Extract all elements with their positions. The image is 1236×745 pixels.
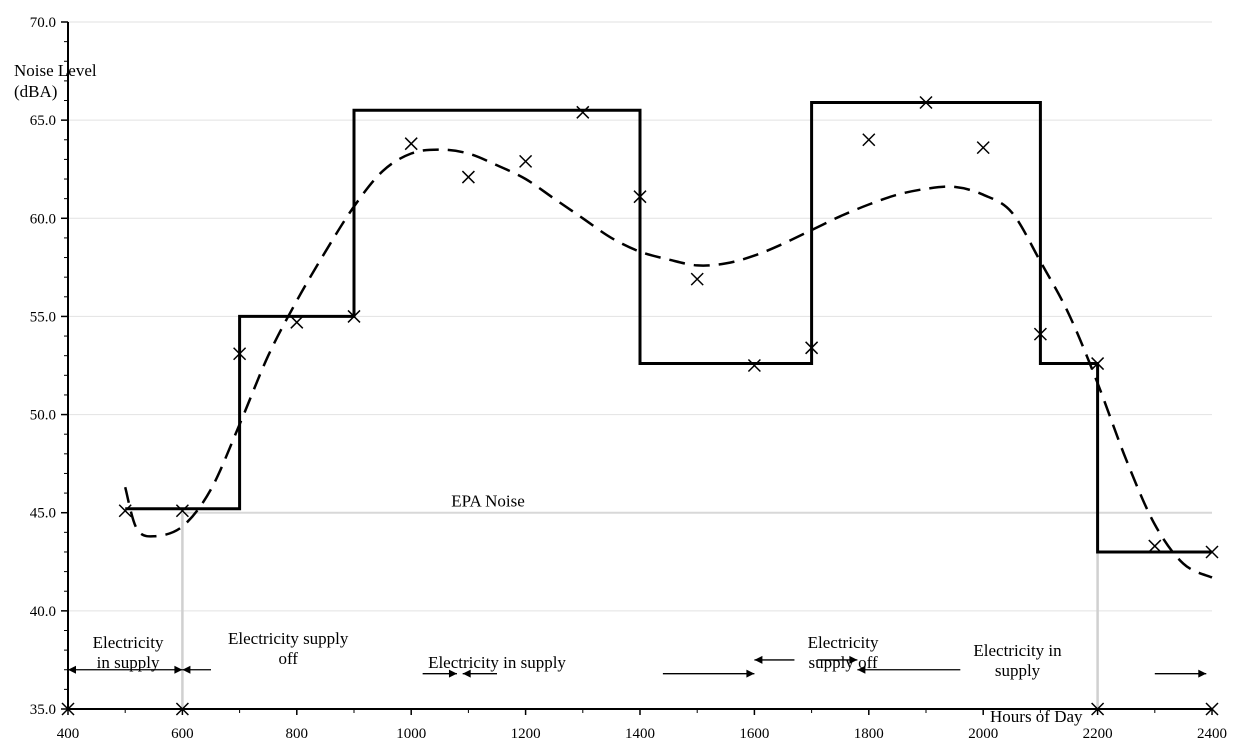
data-point: [175, 504, 189, 518]
axis-ticks: 35.0 40.0 45.0 50.0 55.0 60.0 65.0 70.0 400 600 80…: [30, 15, 1227, 742]
data-point: [1091, 357, 1105, 371]
data-point: [690, 272, 704, 286]
arrow-head: [1198, 669, 1207, 678]
arrow-head: [462, 669, 471, 678]
arrow-head: [68, 665, 76, 674]
y-axis-label-line-1: Noise Level: [14, 61, 97, 80]
data-point: [461, 170, 475, 184]
y-tick-label: 55.0: [30, 309, 56, 325]
data-point: [633, 190, 647, 204]
x-axis-label: Hours of Day: [990, 707, 1083, 726]
data-point: [747, 358, 761, 373]
x-tick-label: 2200: [1083, 726, 1113, 742]
x-tick-label: 2400: [1197, 726, 1227, 742]
x-tick-label: 2000: [968, 726, 998, 742]
arrow-head: [182, 665, 191, 674]
y-tick-label: 35.0: [30, 702, 56, 718]
annotation-text: in supply: [97, 653, 160, 672]
step-line: [125, 101, 1212, 554]
x-tick-label: 400: [57, 726, 80, 742]
annotation-text: Electricity supply: [228, 629, 349, 648]
baseline-marker: [1091, 702, 1105, 716]
data-point: [862, 133, 876, 147]
data-point: [1033, 327, 1047, 341]
data-point: [404, 137, 418, 151]
annotation-text: off: [278, 649, 298, 668]
y-tick-label: 40.0: [30, 604, 56, 620]
data-point: [919, 95, 933, 110]
x-tick-label: 1800: [854, 726, 884, 742]
data-point: [233, 347, 247, 361]
data-point: [1148, 539, 1162, 553]
axis-labels: Noise Level (dBA) Hours of Day: [14, 61, 1083, 726]
arrow-head: [174, 665, 183, 674]
data-point: [976, 141, 990, 155]
data-point: [519, 154, 533, 168]
epa-limit-label: EPA Noise: [451, 492, 525, 511]
trend-curve: [123, 148, 1213, 579]
annotation-text: Electricity: [93, 633, 164, 652]
data-point: [576, 105, 590, 119]
x-tick-label: 1000: [396, 726, 426, 742]
annotation-text: supply: [995, 661, 1041, 680]
y-tick-label: 50.0: [30, 408, 56, 424]
arrow-head: [448, 669, 457, 678]
y-tick-label: 65.0: [30, 113, 56, 129]
data-point: [805, 341, 819, 355]
arrow-head: [754, 655, 763, 664]
y-tick-label: 60.0: [30, 211, 56, 227]
annotation-text: supply off: [809, 653, 878, 672]
data-point: [347, 309, 361, 323]
arrow-head: [849, 655, 858, 664]
x-tick-label: 1400: [625, 726, 655, 742]
data-point: [118, 504, 132, 518]
data-point: [1205, 545, 1219, 559]
baseline-marker: [1205, 702, 1219, 716]
annotation-text: Electricity: [808, 633, 879, 652]
annotation-text: Electricity in: [973, 641, 1062, 660]
y-tick-label: 70.0: [30, 15, 56, 31]
data-point: [290, 315, 304, 329]
y-axis-label-line-2: (dBA): [14, 82, 57, 101]
annotation-text: Electricity in supply: [428, 653, 566, 672]
x-tick-label: 1600: [739, 726, 769, 742]
x-tick-label: 600: [171, 726, 194, 742]
arrow-head: [857, 665, 866, 674]
baseline-marker: [175, 702, 189, 716]
x-tick-label: 800: [286, 726, 309, 742]
baseline-marker: [61, 702, 75, 716]
data-series: [61, 95, 1219, 716]
x-tick-label: 1200: [511, 726, 541, 742]
arrow-head: [746, 669, 755, 678]
reference-lines: EPA Noise: [181, 492, 1212, 709]
y-tick-label: 45.0: [30, 506, 56, 522]
